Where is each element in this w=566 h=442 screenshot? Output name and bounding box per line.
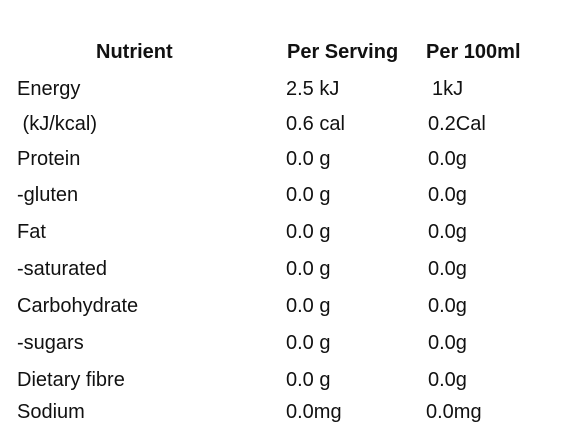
header-per-serving: Per Serving <box>287 41 399 63</box>
row-dietary-fibre-per-100ml: 0.0g <box>428 369 467 391</box>
row-saturated-per-100ml: 0.0g <box>428 258 467 280</box>
row-carbohydrate-name: Carbohydrate <box>17 295 139 317</box>
row-sodium-per-100ml: 0.0mg <box>426 401 482 423</box>
row-protein-per-100ml: 0.0g <box>428 148 467 170</box>
row-dietary-fibre-per-serving: 0.0 g <box>286 369 331 391</box>
row-sugars-per-100ml: 0.0g <box>428 332 467 354</box>
header-per-100ml: Per 100ml <box>426 41 521 63</box>
row-energy-units-per-100ml: 0.2Cal <box>428 113 486 135</box>
row-fat-per-100ml: 0.0g <box>428 221 467 243</box>
header-nutrient: Nutrient <box>96 41 173 63</box>
row-protein-name: Protein <box>17 148 81 170</box>
row-sodium-name: Sodium <box>17 401 85 423</box>
row-sugars-per-serving: 0.0 g <box>286 332 331 354</box>
row-energy-per-100ml: 1kJ <box>432 78 464 100</box>
row-gluten-per-serving: 0.0 g <box>286 184 331 206</box>
row-saturated-name: -saturated <box>17 258 108 280</box>
row-energy-name: Energy <box>17 78 81 100</box>
row-fat-name: Fat <box>17 221 46 243</box>
row-dietary-fibre-name: Dietary fibre <box>17 369 125 391</box>
row-energy-per-serving: 2.5 kJ <box>286 78 340 100</box>
row-saturated-per-serving: 0.0 g <box>286 258 331 280</box>
row-carbohydrate-per-100ml: 0.0g <box>428 295 467 317</box>
row-energy-units-per-serving: 0.6 cal <box>286 113 345 135</box>
row-protein-per-serving: 0.0 g <box>286 148 331 170</box>
row-gluten-name: -gluten <box>17 184 79 206</box>
row-energy-units-name: (kJ/kcal) <box>17 113 97 135</box>
row-carbohydrate-per-serving: 0.0 g <box>286 295 331 317</box>
row-fat-per-serving: 0.0 g <box>286 221 331 243</box>
row-gluten-per-100ml: 0.0g <box>428 184 467 206</box>
row-sodium-per-serving: 0.0mg <box>286 401 342 423</box>
row-sugars-name: -sugars <box>17 332 84 354</box>
